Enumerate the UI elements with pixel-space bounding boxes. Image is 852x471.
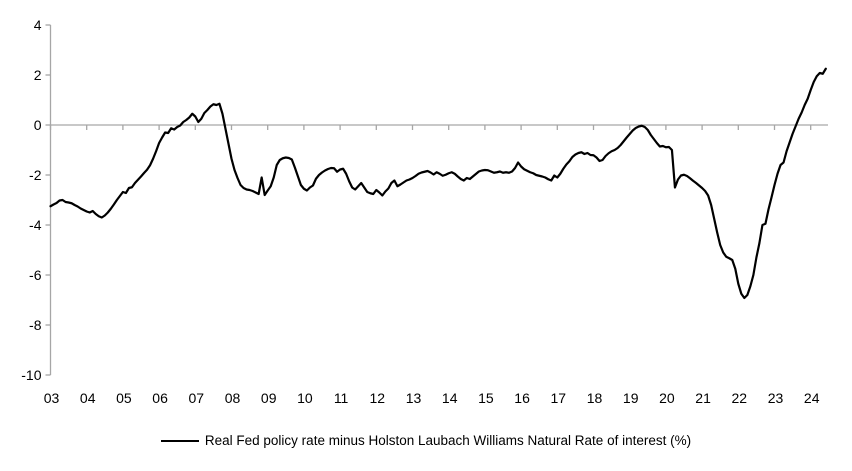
- y-tick-label: 4: [34, 17, 42, 33]
- x-tick-label: 22: [732, 390, 748, 406]
- y-tick-label: 0: [34, 117, 42, 133]
- x-tick-label: 09: [261, 390, 277, 406]
- x-tick-label: 11: [334, 390, 349, 406]
- y-tick-label: -6: [29, 267, 42, 283]
- legend-line-sample: [160, 439, 199, 442]
- data-series-line: [49, 67, 827, 300]
- x-tick-label: 24: [804, 390, 820, 406]
- x-tick-label: 06: [152, 390, 168, 406]
- x-tick-label: 17: [551, 390, 567, 406]
- x-tick-label: 03: [44, 390, 60, 406]
- x-tick-label: 14: [442, 390, 458, 406]
- y-tick-label: -4: [29, 217, 42, 233]
- x-tick-label: 08: [225, 390, 241, 406]
- legend-label: Real Fed policy rate minus Holston Lauba…: [204, 433, 692, 448]
- x-tick-label: 13: [406, 390, 422, 406]
- y-tick-label: -8: [29, 317, 42, 333]
- x-tick-label: 12: [370, 390, 386, 406]
- x-tick-label: 21: [695, 390, 711, 406]
- y-tick-label: -2: [29, 167, 42, 183]
- x-tick-label: 20: [659, 390, 675, 406]
- legend: Real Fed policy rate minus Holston Lauba…: [0, 433, 852, 448]
- x-tick-label: 04: [80, 390, 96, 406]
- x-tick-label: 23: [768, 390, 784, 406]
- x-tick-label: 18: [587, 390, 603, 406]
- y-tick-label: -10: [21, 367, 41, 383]
- x-tick-label: 15: [478, 390, 494, 406]
- x-tick-label: 10: [297, 390, 313, 406]
- x-tick-label: 07: [189, 390, 205, 406]
- x-tick-label: 16: [514, 390, 530, 406]
- x-tick-label: 05: [116, 390, 132, 406]
- y-tick-label: 2: [34, 67, 42, 83]
- x-tick-label: 19: [623, 390, 639, 406]
